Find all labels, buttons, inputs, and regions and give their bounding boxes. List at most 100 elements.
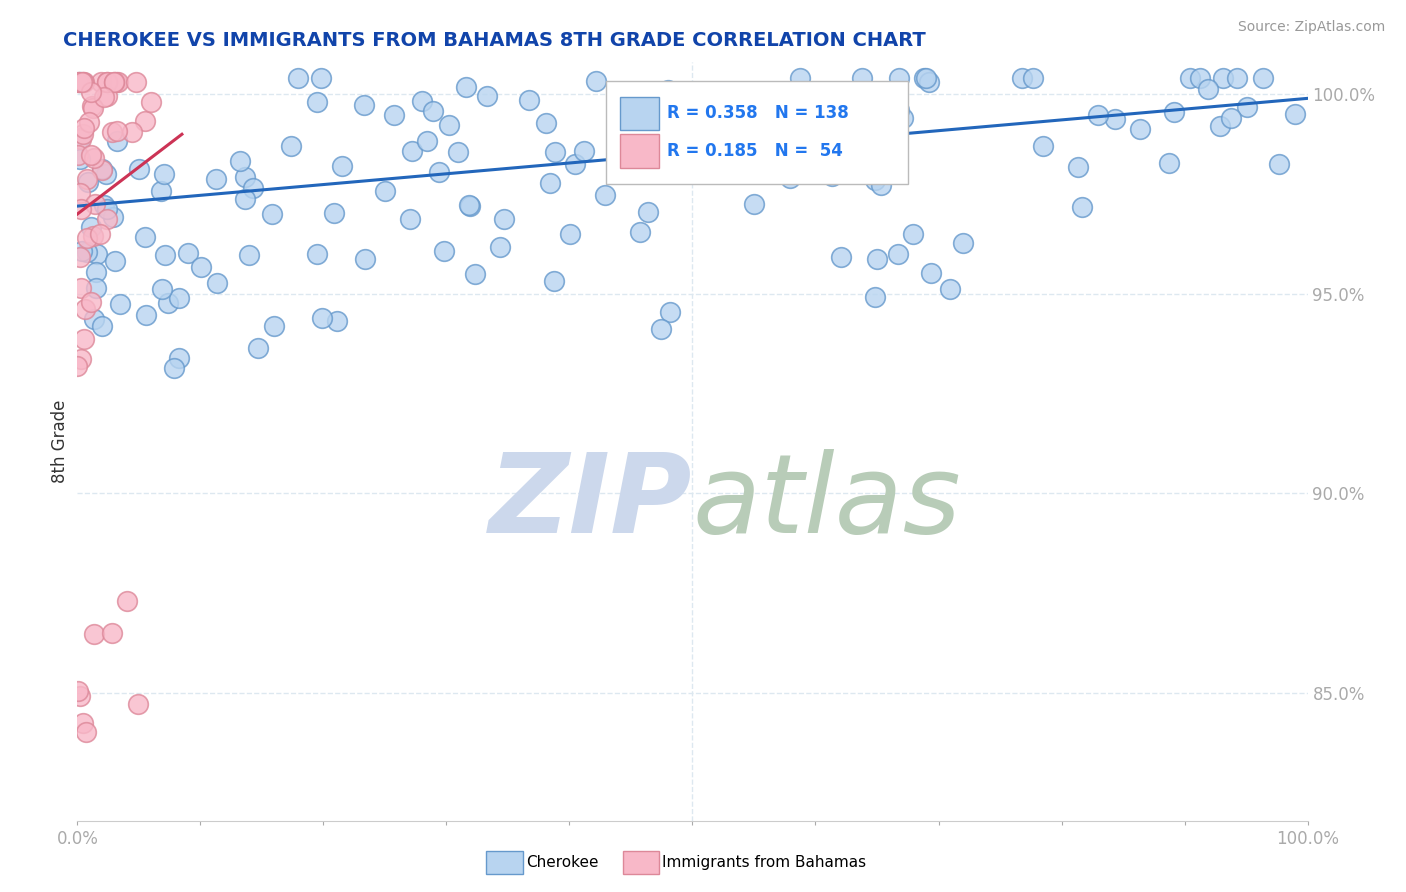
Point: [177, 245, 200, 260]
Point: [1066, 160, 1088, 174]
Point: [1104, 112, 1126, 127]
Point: [914, 71, 936, 86]
Point: [135, 308, 157, 322]
Point: [69, 75, 91, 89]
Point: [96, 211, 118, 226]
Point: [72, 715, 94, 730]
Point: [1197, 82, 1219, 96]
Point: [96, 88, 118, 103]
Point: [73, 332, 96, 346]
Point: [851, 71, 873, 86]
Point: [918, 75, 941, 89]
Point: [69, 186, 91, 200]
Point: [952, 236, 974, 251]
Point: [66, 147, 89, 161]
Point: [887, 103, 910, 118]
Point: [650, 322, 672, 336]
Point: [80, 295, 103, 310]
Point: [1236, 100, 1258, 114]
Point: [311, 310, 333, 325]
Point: [1226, 71, 1249, 86]
Point: [852, 127, 875, 141]
Text: Source: ZipAtlas.com: Source: ZipAtlas.com: [1237, 20, 1385, 34]
Point: [887, 247, 910, 261]
Point: [73, 120, 96, 135]
Point: [121, 125, 143, 139]
Point: [204, 171, 226, 186]
Point: [167, 351, 190, 366]
Point: [163, 361, 186, 376]
Point: [374, 184, 396, 198]
Point: [901, 227, 924, 242]
Point: [70, 202, 93, 217]
Point: [322, 205, 344, 219]
Point: [101, 125, 124, 139]
Point: [69, 153, 91, 167]
Point: [242, 181, 264, 195]
Point: [821, 169, 844, 184]
Point: [564, 157, 586, 171]
Point: [90, 319, 112, 334]
Point: [1220, 112, 1243, 126]
Point: [658, 305, 681, 319]
Point: [76, 231, 98, 245]
Point: [263, 318, 285, 333]
Point: [695, 103, 717, 117]
Point: [538, 176, 561, 190]
Point: [1251, 71, 1274, 86]
Point: [458, 197, 481, 211]
Point: [593, 187, 616, 202]
Point: [72, 128, 94, 142]
Point: [920, 266, 942, 280]
Point: [69, 250, 91, 264]
Point: [1129, 121, 1152, 136]
Point: [141, 95, 163, 109]
Point: [427, 164, 450, 178]
Point: [353, 252, 375, 267]
Point: [155, 247, 177, 261]
Point: [1268, 157, 1291, 171]
Point: [70, 281, 93, 295]
Point: [305, 95, 328, 110]
Point: [808, 128, 831, 143]
Text: R = 0.358   N = 138: R = 0.358 N = 138: [666, 104, 848, 122]
Point: [863, 173, 886, 187]
Text: atlas: atlas: [693, 449, 962, 556]
Point: [105, 124, 128, 138]
Point: [309, 71, 332, 86]
Point: [869, 178, 891, 193]
Point: [75, 725, 97, 739]
Point: [82, 228, 104, 243]
Point: [558, 227, 581, 241]
Y-axis label: 8th Grade: 8th Grade: [51, 400, 69, 483]
Point: [86, 247, 108, 261]
Point: [458, 199, 481, 213]
Point: [103, 75, 125, 89]
Point: [238, 247, 260, 261]
Point: [246, 341, 269, 355]
Text: ZIP: ZIP: [489, 449, 693, 556]
Point: [73, 301, 96, 316]
Point: [96, 75, 118, 89]
Point: [672, 97, 695, 112]
Point: [105, 75, 128, 89]
Point: [93, 198, 115, 212]
Point: [411, 95, 433, 109]
Point: [70, 75, 93, 89]
Point: [80, 86, 103, 100]
FancyBboxPatch shape: [606, 81, 908, 184]
FancyBboxPatch shape: [620, 135, 659, 168]
Point: [103, 75, 125, 89]
Point: [152, 167, 174, 181]
Point: [150, 282, 173, 296]
Point: [80, 99, 103, 113]
Point: [94, 167, 117, 181]
Point: [89, 227, 111, 241]
Point: [1011, 71, 1033, 86]
Point: [1189, 71, 1212, 86]
Point: [79, 147, 101, 161]
Point: [67, 75, 90, 89]
Point: [789, 71, 811, 86]
Point: [1212, 71, 1234, 86]
Point: [84, 265, 107, 279]
